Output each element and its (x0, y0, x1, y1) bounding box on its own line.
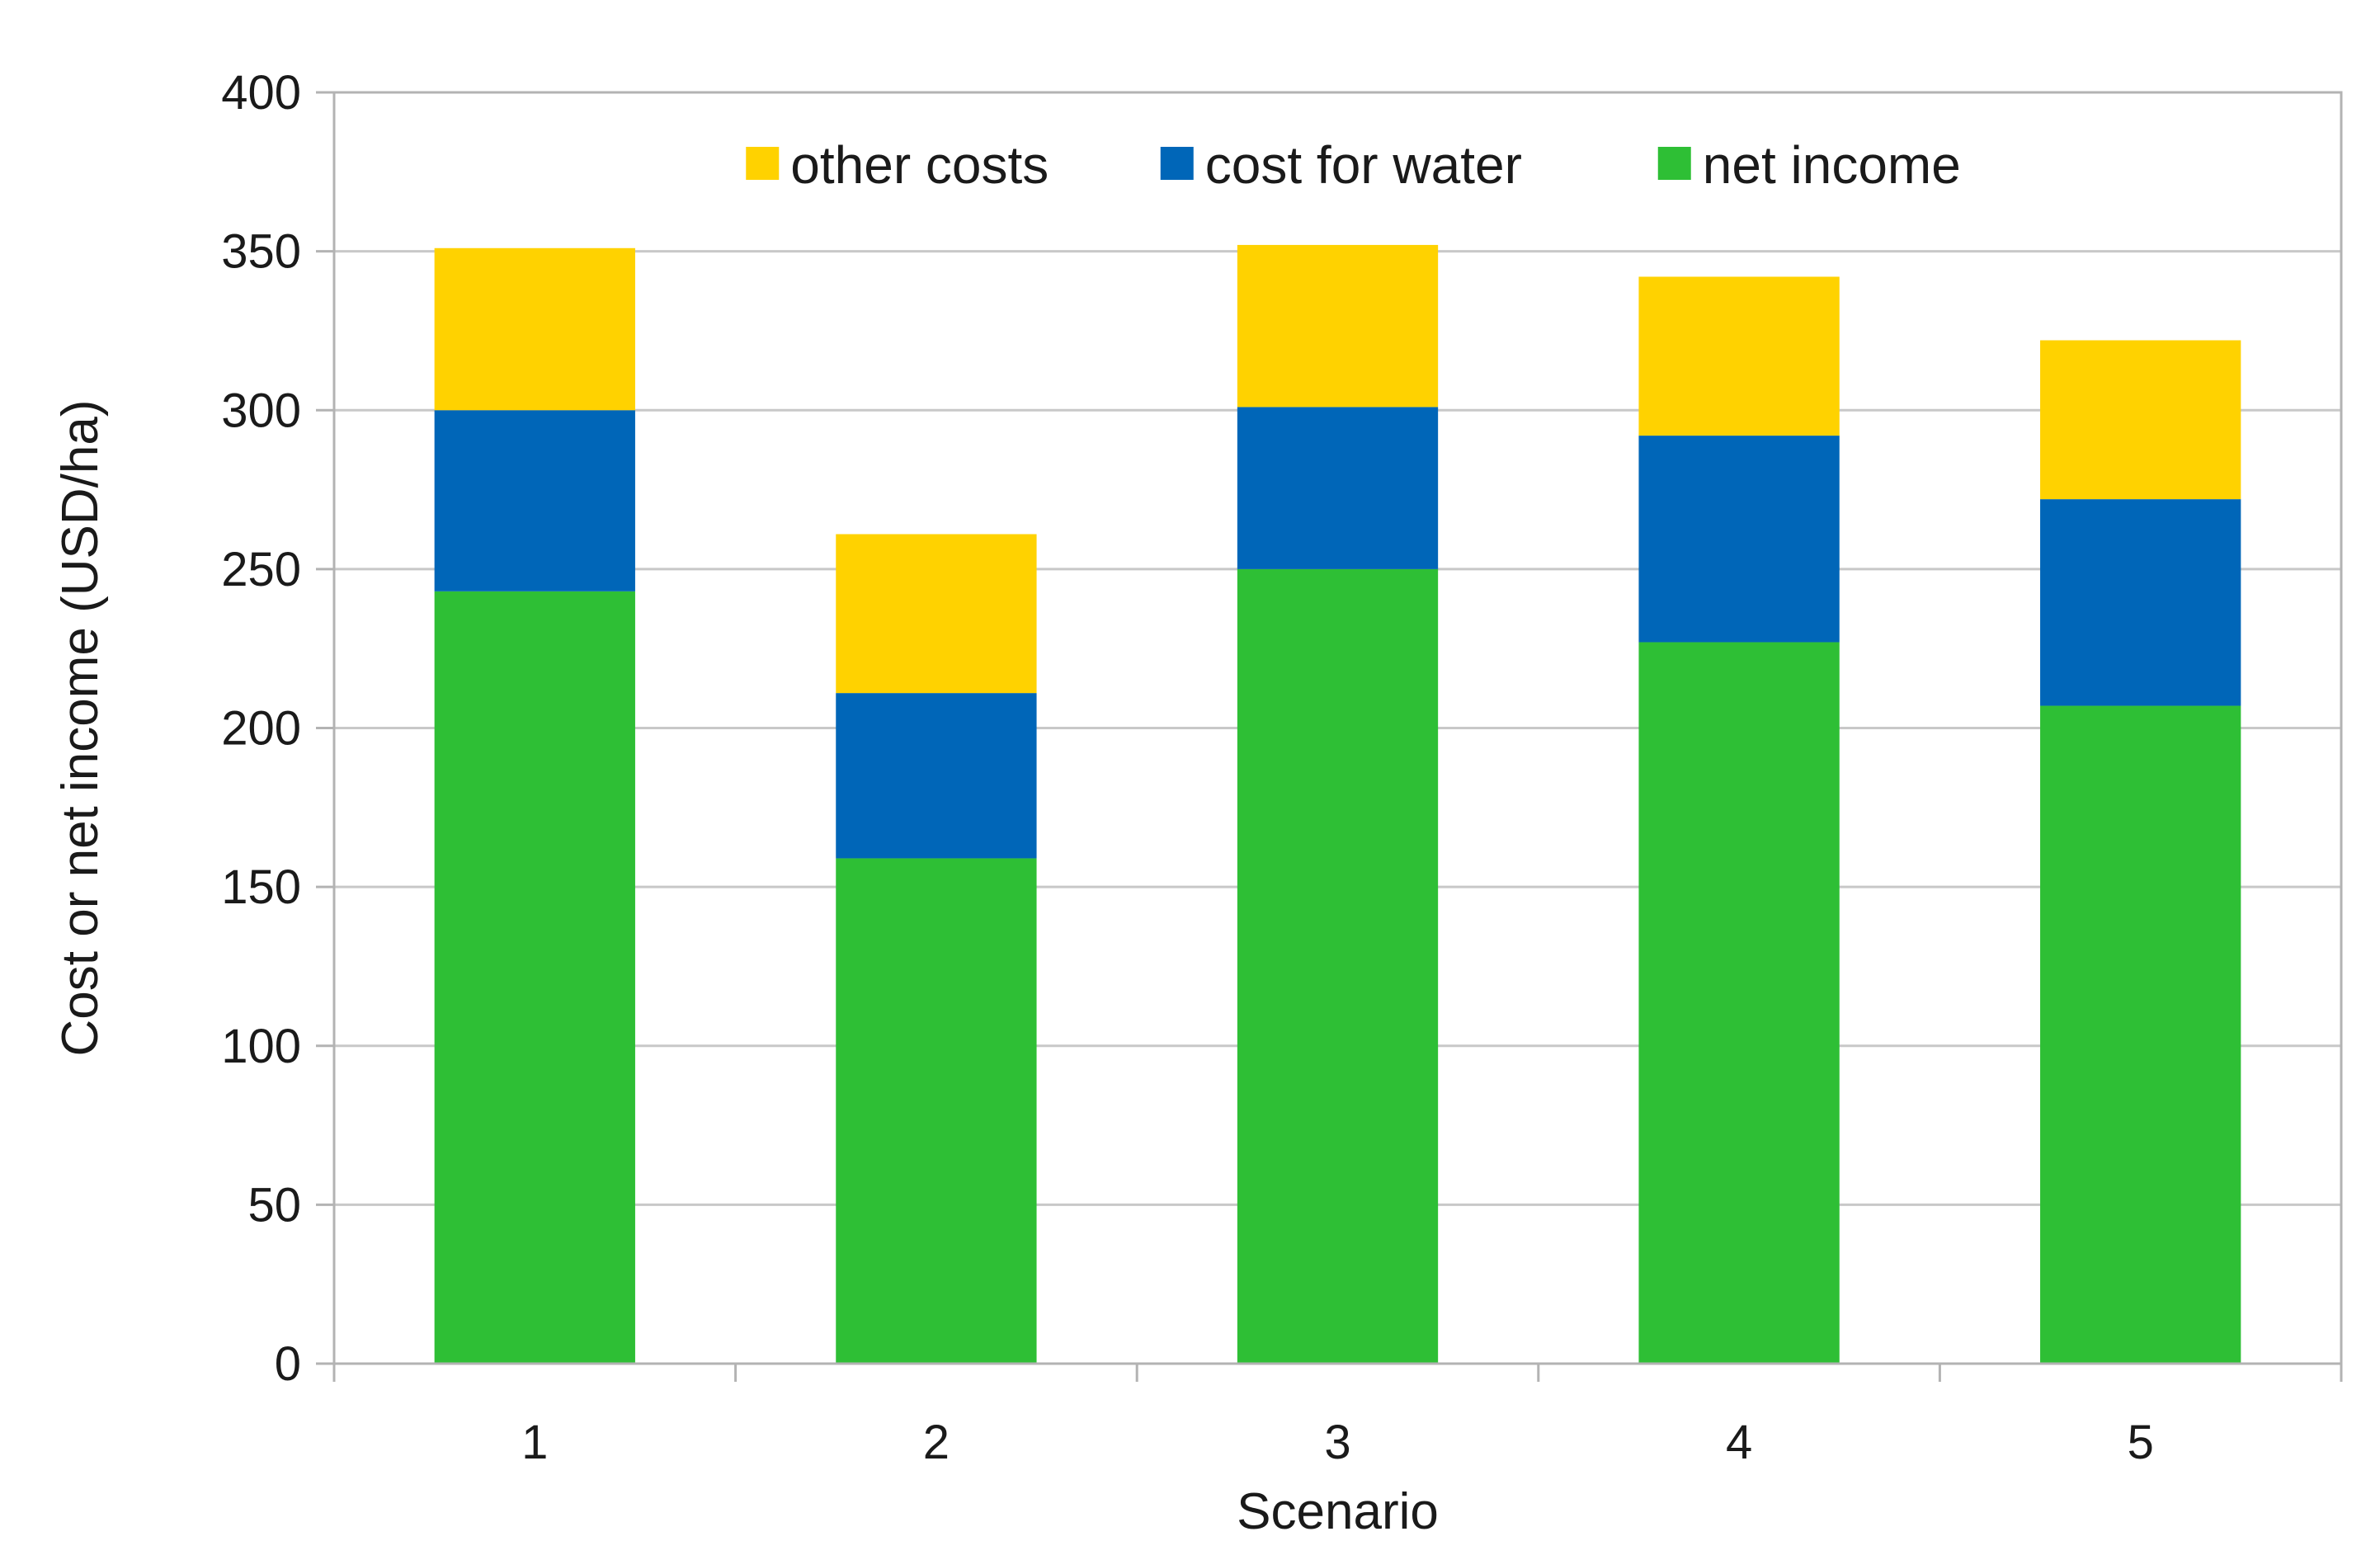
y-tick-label-300: 300 (221, 384, 301, 437)
bar-cost-for-water-scenario-2 (836, 693, 1037, 859)
bar-net-income-scenario-2 (836, 858, 1037, 1364)
y-tick-labels: 0 50 100 150 200 250 300 350 400 (221, 66, 301, 1391)
bar-cost-for-water-scenario-5 (2040, 499, 2241, 706)
bar-net-income-scenario-5 (2040, 705, 2241, 1364)
x-tick-label-4: 4 (1726, 1416, 1752, 1469)
y-tick-label-200: 200 (221, 702, 301, 756)
legend-label-net-income: net income (1703, 135, 1961, 195)
x-tick-label-5: 5 (2128, 1416, 2154, 1469)
y-tick-label-400: 400 (221, 66, 301, 120)
legend-swatch-other-costs (746, 147, 780, 180)
bar-net-income-scenario-1 (434, 591, 635, 1364)
y-axis-title: Cost or net income (USD/ha) (52, 400, 109, 1057)
bar-cost-for-water-scenario-1 (434, 410, 635, 591)
legend-label-other-costs: other costs (790, 135, 1049, 195)
bar-cost-for-water-scenario-3 (1237, 407, 1439, 569)
bars (434, 244, 2241, 1364)
y-tick-label-250: 250 (221, 543, 301, 596)
x-axis-title: Scenario (1237, 1483, 1439, 1540)
bar-net-income-scenario-3 (1237, 568, 1439, 1364)
bar-cost-for-water-scenario-4 (1638, 436, 1840, 643)
y-tick-label-350: 350 (221, 225, 301, 279)
legend-swatch-cost-for-water (1160, 147, 1194, 180)
y-tick-label-150: 150 (221, 860, 301, 914)
plot-frame (332, 91, 2343, 1365)
legend-swatch-net-income (1657, 147, 1691, 180)
bar-other-costs-scenario-2 (836, 534, 1037, 694)
bar-other-costs-scenario-4 (1638, 276, 1840, 436)
legend-label-cost-for-water: cost for water (1205, 135, 1522, 195)
bar-other-costs-scenario-5 (2040, 340, 2241, 500)
y-tick-label-0: 0 (275, 1337, 301, 1391)
x-tick-label-3: 3 (1324, 1416, 1350, 1469)
legend: other costs cost for water net income (746, 135, 1961, 195)
x-tick-label-1: 1 (521, 1416, 548, 1469)
x-tick-label-2: 2 (923, 1416, 950, 1469)
axes (316, 91, 2343, 1382)
y-tick-label-100: 100 (221, 1020, 301, 1073)
bar-net-income-scenario-4 (1638, 642, 1840, 1364)
x-tick-labels: 1 2 3 4 5 (521, 1416, 2154, 1469)
y-tick-label-50: 50 (247, 1178, 301, 1232)
bar-other-costs-scenario-3 (1237, 244, 1439, 408)
bar-other-costs-scenario-1 (434, 247, 635, 411)
